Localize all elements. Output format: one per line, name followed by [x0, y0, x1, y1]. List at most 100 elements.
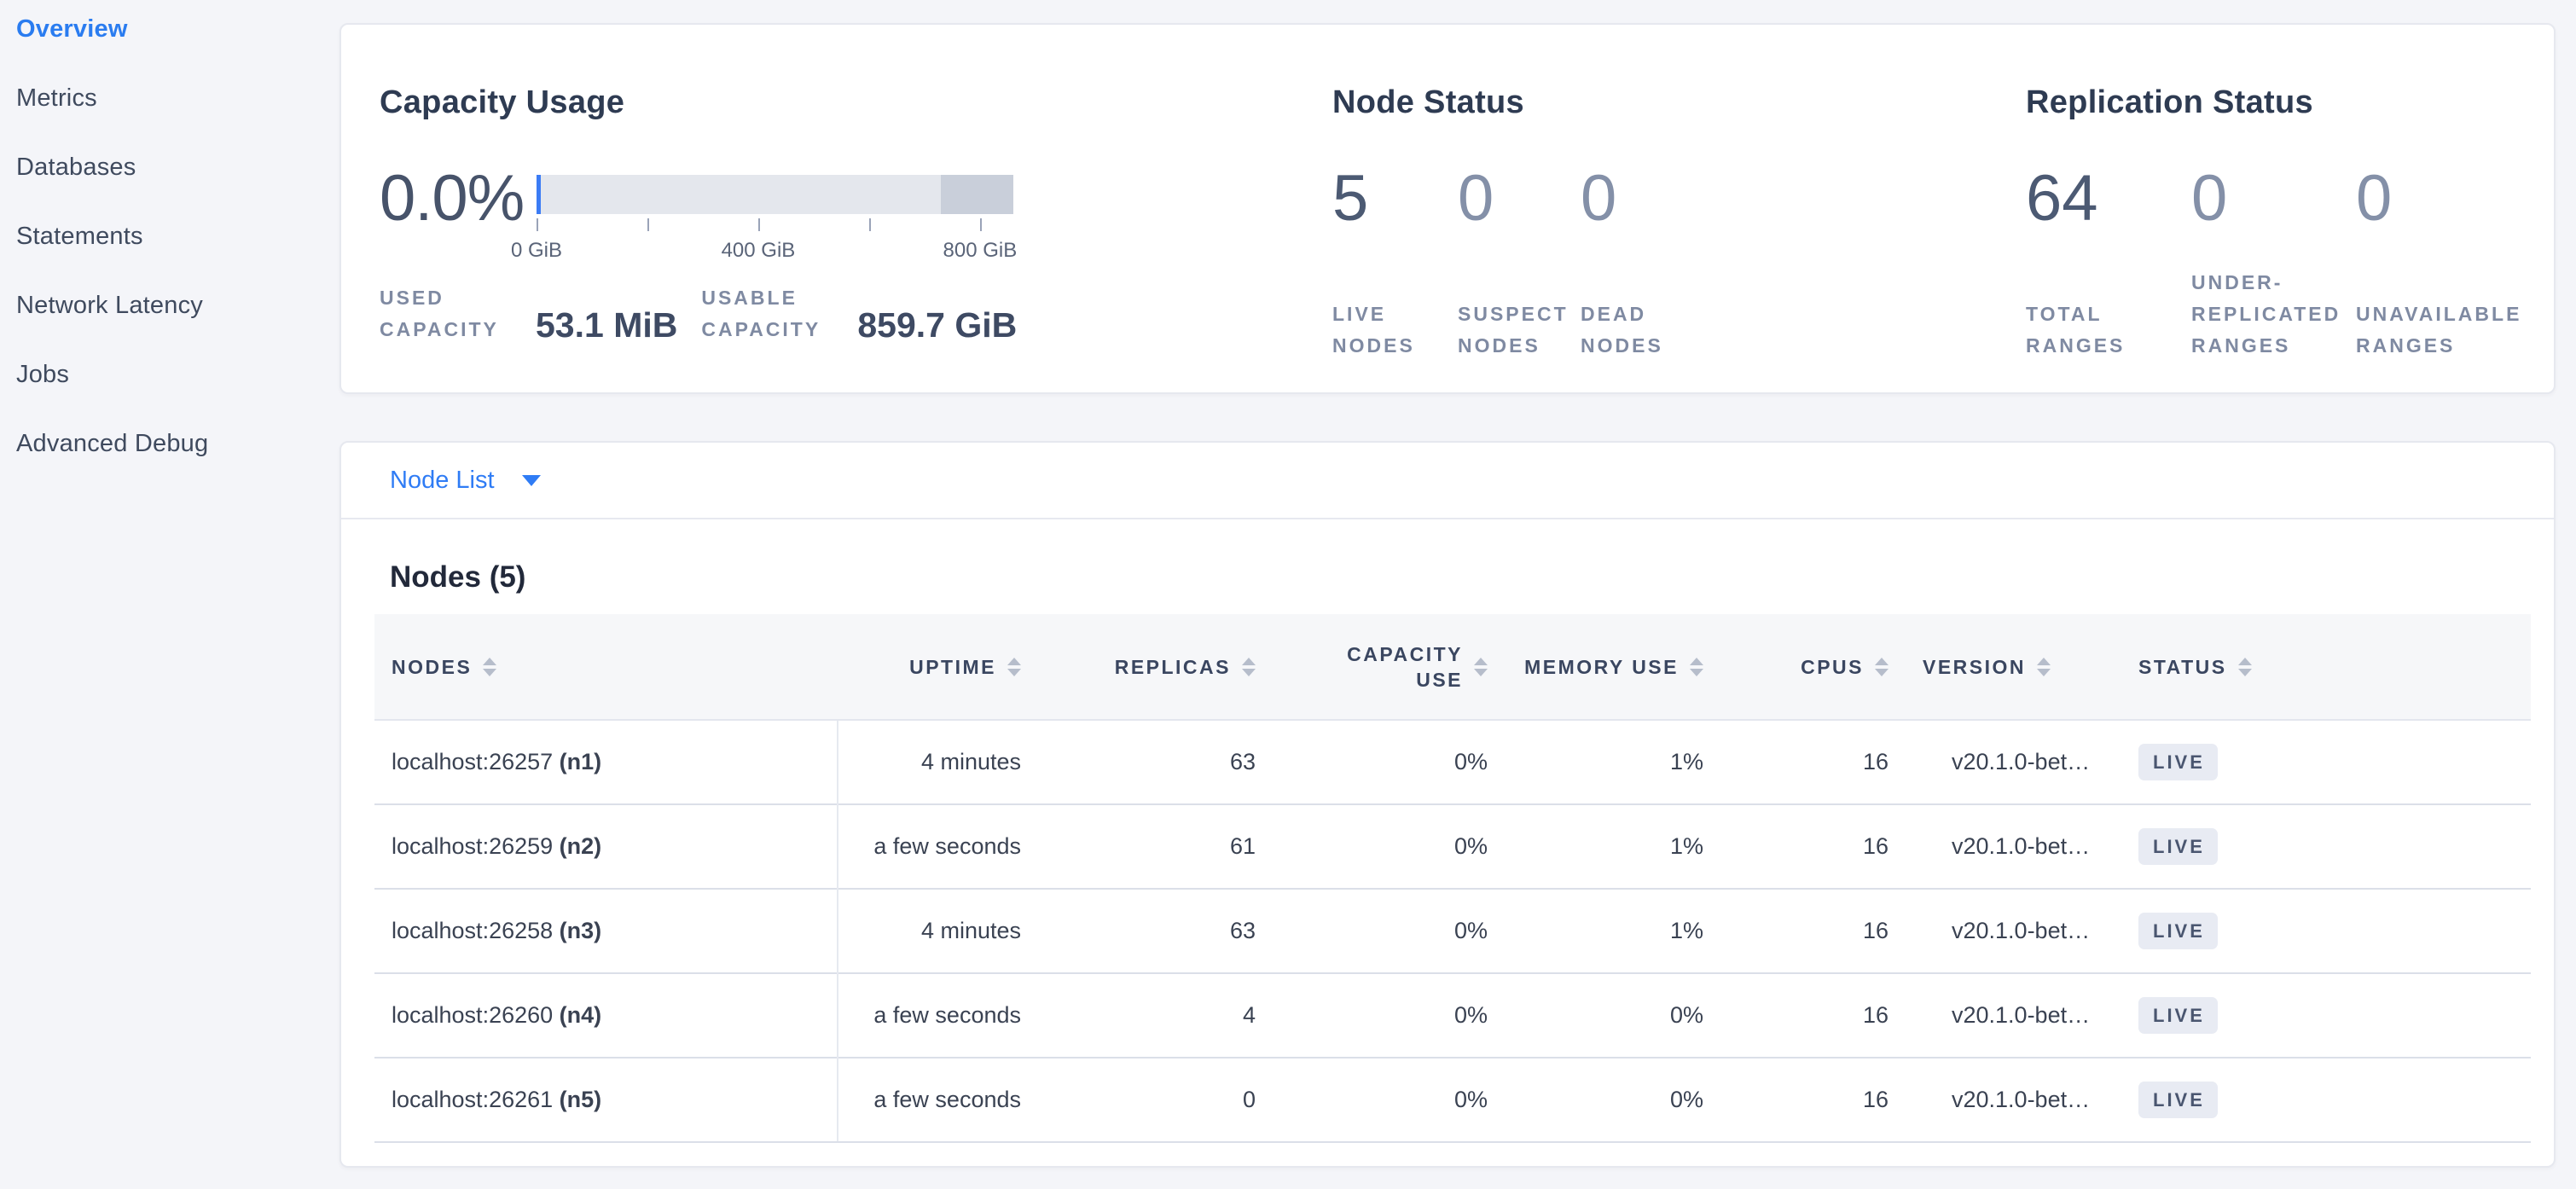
- sort-down-arrow: [2037, 668, 2051, 676]
- sort-down-arrow: [1875, 668, 1888, 676]
- node-status-labels: LIVE NODES SUSPECT NODES DEAD NODES: [1332, 267, 2026, 362]
- suspect-nodes-label: SUSPECT NODES: [1458, 303, 1569, 357]
- column-header-inner: NODES: [392, 654, 821, 680]
- capacity-axis: 0 GiB 400 GiB 800 GiB: [511, 218, 1017, 262]
- cell-uptime: a few seconds: [838, 803, 1038, 889]
- replication-status-section: Replication Status 64 0 0 TOTAL RANGES UNDE…: [2026, 86, 2554, 392]
- capacity-gauge: 0.0% 0 GiB 400 GiB 800 GiB: [380, 162, 1332, 263]
- under-replicated-ranges-label: UNDER- REPLICATED RANGES: [2191, 271, 2341, 357]
- column-header-uptime[interactable]: UPTIME: [838, 614, 1038, 721]
- sidebar-item-overview[interactable]: Overview: [16, 15, 128, 43]
- dead-nodes-label: DEAD NODES: [1581, 303, 1663, 357]
- node-list-card: Node List Nodes (5) NODES UPTIME REPLICAS C…: [339, 441, 2556, 1168]
- cell-replicas: 63: [1038, 720, 1273, 804]
- sort-down-arrow: [1007, 668, 1021, 676]
- sidebar-item-advanced-debug[interactable]: Advanced Debug: [16, 430, 209, 457]
- node-address: localhost:26257: [392, 749, 560, 774]
- column-header-capacity-use[interactable]: CAPACITY USE: [1273, 614, 1505, 721]
- column-label-address: NODES: [392, 655, 473, 678]
- column-label-version: VERSION: [1923, 655, 2027, 678]
- column-header-address[interactable]: NODES: [374, 614, 838, 721]
- node-id: (n3): [559, 918, 602, 943]
- sidebar-item-databases[interactable]: Databases: [16, 154, 136, 181]
- node-row-n1[interactable]: localhost:26257 (n1) 4 minutes 63 0% 1% 16 v20…: [374, 720, 2531, 804]
- sort-down-arrow: [1474, 668, 1488, 676]
- sort-up-arrow: [1474, 657, 1488, 665]
- sort-down-arrow: [1690, 668, 1703, 676]
- cell-uptime: a few seconds: [838, 972, 1038, 1058]
- column-header-replicas[interactable]: REPLICAS: [1038, 614, 1273, 721]
- sidebar-list: Overview Metrics Databases Statements Networ…: [16, 12, 339, 461]
- node-list-selector-label: Node List: [390, 466, 495, 494]
- usable-capacity-label: USABLE CAPACITY: [701, 287, 821, 340]
- status-badge: LIVE: [2138, 1082, 2218, 1118]
- cell-status: LIVE: [2121, 888, 2531, 973]
- cell-version: v20.1.0-bet…: [1906, 1057, 2121, 1143]
- cell-uptime: a few seconds: [838, 1057, 1038, 1143]
- capacity-axis-tick-label: 0 GiB: [510, 239, 563, 262]
- cell-version: v20.1.0-bet…: [1906, 888, 2121, 973]
- capacity-bar-overcommit: [941, 175, 1013, 214]
- cell-version: v20.1.0-bet…: [1906, 803, 2121, 889]
- sort-icon: [2237, 657, 2252, 676]
- used-capacity-value: 53.1 MiB: [536, 305, 678, 345]
- node-row-n3[interactable]: localhost:26258 (n3) 4 minutes 63 0% 1% 16 v20…: [374, 888, 2531, 973]
- suspect-nodes-value: 0: [1458, 162, 1494, 235]
- cell-cpus: 16: [1720, 803, 1906, 889]
- cell-memory-use: 1%: [1505, 720, 1720, 804]
- cell-capacity-use: 0%: [1273, 888, 1505, 973]
- sort-down-arrow: [1242, 668, 1256, 676]
- column-header-inner: VERSION: [1923, 654, 2104, 680]
- sort-icon: [1007, 657, 1021, 676]
- cell-capacity-use: 0%: [1273, 1057, 1505, 1143]
- cell-memory-use: 1%: [1505, 888, 1720, 973]
- sort-up-arrow: [483, 657, 497, 665]
- chevron-down-icon: [521, 474, 541, 486]
- cell-uptime: 4 minutes: [838, 888, 1038, 973]
- live-nodes-value: 5: [1332, 162, 1369, 235]
- node-list-view-selector[interactable]: Node List: [341, 443, 2554, 519]
- sort-up-arrow: [1875, 657, 1888, 665]
- cell-capacity-use: 0%: [1273, 720, 1505, 804]
- capacity-axis-tick: [979, 218, 982, 231]
- column-header-status[interactable]: STATUS: [2121, 614, 2531, 721]
- unavailable-ranges-label: UNAVAILABLE RANGES: [2356, 303, 2522, 357]
- nodes-table: NODES UPTIME REPLICAS CAPACITY USE MEMORY US…: [374, 614, 2531, 1143]
- node-row-n5[interactable]: localhost:26261 (n5) a few seconds 0 0% 0% 16…: [374, 1057, 2531, 1143]
- sort-icon: [1474, 657, 1488, 676]
- cell-memory-use: 0%: [1505, 972, 1720, 1058]
- cell-memory-use: 1%: [1505, 803, 1720, 889]
- sidebar-nav: Overview Metrics Databases Statements Networ…: [0, 0, 339, 496]
- sidebar-item-statements[interactable]: Statements: [16, 223, 143, 250]
- sidebar-item-metrics[interactable]: Metrics: [16, 84, 97, 112]
- column-header-inner: REPLICAS: [1055, 654, 1256, 680]
- capacity-percent-value: 0.0%: [380, 162, 525, 235]
- column-header-version[interactable]: VERSION: [1906, 614, 2121, 721]
- node-address: localhost:26261: [392, 1087, 560, 1112]
- sort-up-arrow: [2237, 657, 2252, 665]
- capacity-axis-tick: [757, 218, 760, 231]
- cell-version: v20.1.0-bet…: [1906, 972, 2121, 1058]
- capacity-stats: USED CAPACITY 53.1 MiB USABLE CAPACITY 859.…: [380, 282, 1332, 345]
- sidebar-item-network-latency[interactable]: Network Latency: [16, 292, 203, 319]
- column-label-cpus: CPUS: [1801, 655, 1864, 678]
- cell-address: localhost:26261 (n5): [374, 1057, 838, 1143]
- capacity-usage-section: Capacity Usage 0.0% 0 GiB 400 GiB 800 GiB …: [380, 86, 1332, 392]
- cell-address: localhost:26259 (n2): [374, 803, 838, 889]
- node-status-title: Node Status: [1332, 84, 1524, 120]
- replication-status-title: Replication Status: [2026, 84, 2313, 120]
- cell-cpus: 16: [1720, 972, 1906, 1058]
- column-label-replicas: REPLICAS: [1114, 655, 1231, 678]
- column-header-memory-use[interactable]: MEMORY USE: [1505, 614, 1720, 721]
- sidebar-item-jobs[interactable]: Jobs: [16, 361, 70, 388]
- column-header-cpus[interactable]: CPUS: [1720, 614, 1906, 721]
- sort-up-arrow: [2037, 657, 2051, 665]
- node-row-n2[interactable]: localhost:26259 (n2) a few seconds 61 0% 1% 1…: [374, 803, 2531, 889]
- node-row-n4[interactable]: localhost:26260 (n4) a few seconds 4 0% 0% 16…: [374, 972, 2531, 1058]
- capacity-bar-track: [537, 175, 1013, 214]
- nodes-count-heading: Nodes (5): [390, 560, 526, 594]
- sort-up-arrow: [1690, 657, 1703, 665]
- nodes-table-header-row: NODES UPTIME REPLICAS CAPACITY USE MEMORY US…: [374, 614, 2531, 721]
